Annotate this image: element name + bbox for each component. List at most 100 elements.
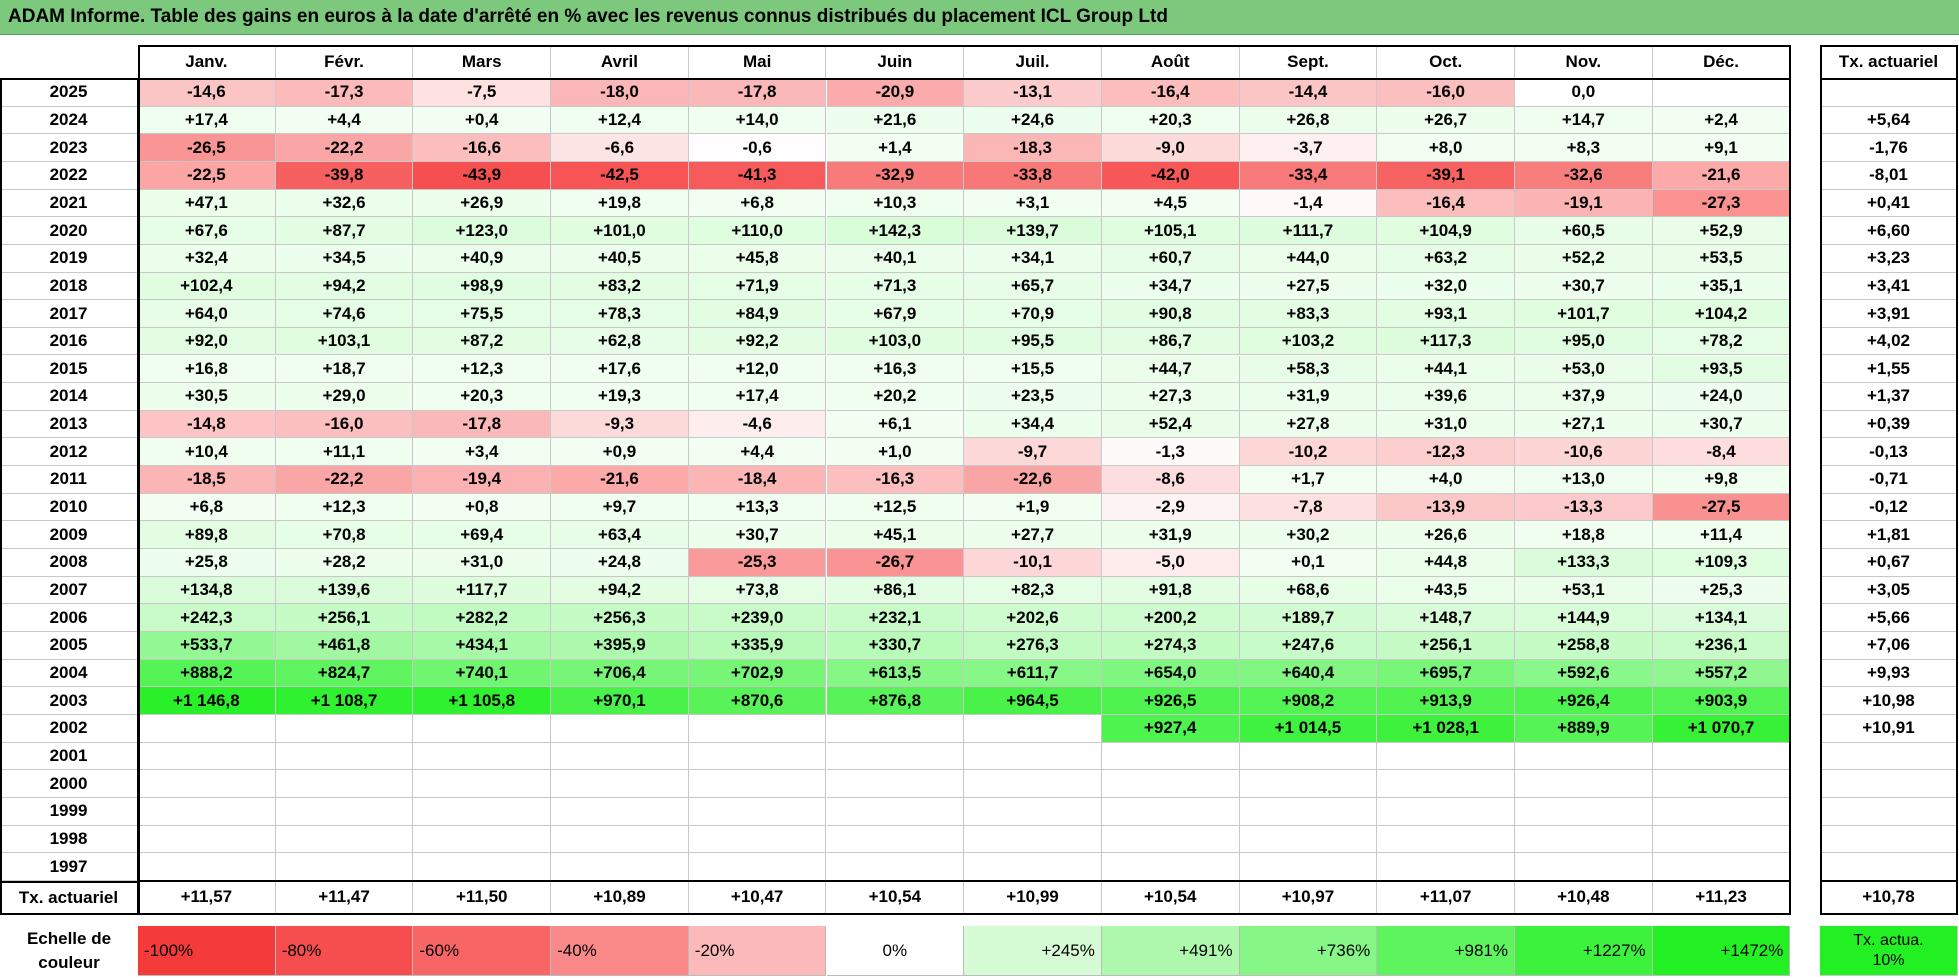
value-cell: -21,6	[1652, 161, 1791, 190]
footer-cell: +10,99	[964, 880, 1102, 914]
value-cell: +30,5	[138, 383, 276, 411]
value-cell: +258,8	[1515, 632, 1653, 660]
value-cell	[413, 714, 552, 743]
value-cell: -16,0	[275, 410, 414, 439]
value-cell: +9,1	[1652, 134, 1791, 162]
value-cell: +640,4	[1239, 659, 1378, 688]
scale-swatch: +491%	[1101, 926, 1240, 976]
value-cell: -16,4	[1377, 189, 1515, 218]
value-cell	[551, 770, 689, 798]
value-cell: -43,9	[413, 161, 552, 190]
tx-cell: +10,91	[1820, 714, 1958, 743]
value-cell: +25,3	[1652, 576, 1791, 605]
value-cell: +189,7	[1239, 604, 1378, 632]
value-cell: +276,3	[964, 632, 1102, 660]
month-header: Mars	[413, 45, 552, 79]
value-cell: +32,0	[1377, 272, 1515, 301]
value-cell: +117,7	[413, 576, 552, 605]
month-header: Juin	[826, 45, 965, 79]
value-cell: +17,4	[138, 106, 276, 135]
value-cell: -27,5	[1652, 493, 1791, 522]
value-cell: +109,3	[1652, 549, 1791, 577]
value-cell: +70,8	[275, 521, 414, 550]
value-cell: +274,3	[1101, 632, 1240, 660]
year-label: 2025	[0, 79, 138, 107]
value-cell: +6,8	[138, 493, 276, 522]
value-cell: +888,2	[138, 659, 276, 688]
value-cell: -9,3	[551, 410, 689, 439]
tx-header: Tx. actuariel	[1820, 45, 1958, 79]
value-cell: +26,6	[1377, 521, 1515, 550]
value-cell: +63,2	[1377, 244, 1515, 273]
scale-tx: Tx. actua. 10%	[1820, 926, 1958, 976]
value-cell	[1515, 742, 1653, 771]
year-label: 2010	[0, 493, 138, 522]
value-cell: +60,7	[1101, 244, 1240, 273]
value-cell: +27,1	[1515, 410, 1653, 439]
value-cell: +53,0	[1515, 355, 1653, 384]
value-cell: +87,2	[413, 327, 552, 356]
value-cell: +117,3	[1377, 327, 1515, 356]
value-cell: +18,7	[275, 355, 414, 384]
value-cell: +40,1	[826, 244, 965, 273]
value-cell: +4,5	[1101, 189, 1240, 218]
value-cell: +24,8	[551, 549, 689, 577]
value-cell	[138, 770, 276, 798]
value-cell: -12,3	[1377, 438, 1515, 467]
value-cell: +31,9	[1239, 383, 1378, 411]
value-cell: +82,3	[964, 576, 1102, 605]
value-cell: +52,2	[1515, 244, 1653, 273]
tx-cell: +0,67	[1820, 549, 1958, 577]
year-label: 2003	[0, 687, 138, 715]
value-cell: +32,4	[138, 244, 276, 273]
value-cell: -22,2	[275, 466, 414, 494]
value-cell: +26,9	[413, 189, 552, 218]
value-cell: +21,6	[826, 106, 965, 135]
year-label: 2024	[0, 106, 138, 135]
value-cell: +95,5	[964, 327, 1102, 356]
value-cell	[138, 797, 276, 826]
tx-cell: +6,60	[1820, 217, 1958, 245]
value-cell: +8,0	[1377, 134, 1515, 162]
footer-cell: +10,97	[1239, 880, 1378, 914]
year-label: 2000	[0, 770, 138, 798]
value-cell	[1652, 797, 1791, 826]
value-cell: +123,0	[413, 217, 552, 245]
value-cell	[1652, 825, 1791, 854]
tx-cell	[1820, 770, 1958, 798]
value-cell: +19,8	[551, 189, 689, 218]
value-cell: +434,1	[413, 632, 552, 660]
value-cell: +53,5	[1652, 244, 1791, 273]
value-cell: -18,5	[138, 466, 276, 494]
value-cell	[138, 825, 276, 854]
value-cell: +740,1	[413, 659, 552, 688]
value-cell: -22,6	[964, 466, 1102, 494]
value-cell: +1 108,7	[275, 687, 414, 715]
value-cell: +1,9	[964, 493, 1102, 522]
value-cell: +64,0	[138, 300, 276, 328]
value-cell: +14,7	[1515, 106, 1653, 135]
month-header: Sept.	[1239, 45, 1378, 79]
value-cell: -9,7	[964, 438, 1102, 467]
value-cell: -41,3	[688, 161, 827, 190]
footer-cell: +10,47	[688, 880, 827, 914]
value-cell: +3,1	[964, 189, 1102, 218]
value-cell: -22,5	[138, 161, 276, 190]
value-cell: +19,3	[551, 383, 689, 411]
value-cell: +11,1	[275, 438, 414, 467]
value-cell	[688, 770, 827, 798]
value-cell: +14,0	[688, 106, 827, 135]
value-cell: +34,7	[1101, 272, 1240, 301]
value-cell	[1101, 853, 1240, 881]
value-cell: +101,7	[1515, 300, 1653, 328]
value-cell: +870,6	[688, 687, 827, 715]
year-label: 2017	[0, 300, 138, 328]
value-cell: +903,9	[1652, 687, 1791, 715]
value-cell: +1 014,5	[1239, 714, 1378, 743]
value-cell: +34,5	[275, 244, 414, 273]
value-cell: +34,1	[964, 244, 1102, 273]
value-cell: +104,2	[1652, 300, 1791, 328]
year-label: 1999	[0, 797, 138, 826]
value-cell: -33,8	[964, 161, 1102, 190]
value-cell: -13,1	[964, 79, 1102, 107]
